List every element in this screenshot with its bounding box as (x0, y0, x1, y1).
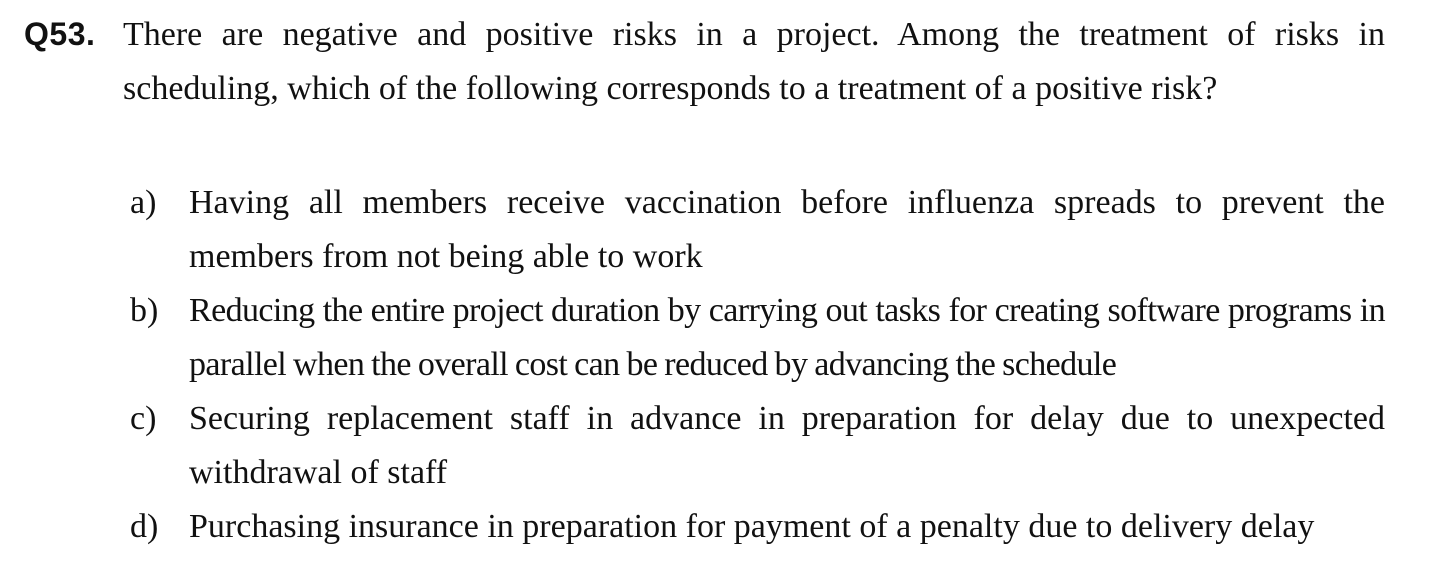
option-a[interactable]: a) Having all members receive vaccinatio… (0, 176, 1450, 284)
option-a-letter: a) (130, 184, 157, 221)
question-text: There are negative and positive risks in… (123, 16, 1385, 107)
option-c-letter: c) (130, 400, 157, 437)
option-a-text: Having all members receive vaccination b… (189, 184, 1385, 275)
option-c[interactable]: c) Securing replacement staff in advance… (0, 392, 1450, 500)
option-d[interactable]: d) Purchasing insurance in preparation f… (0, 500, 1450, 554)
option-b-letter: b) (130, 292, 159, 329)
question-number: Q53. (24, 16, 96, 52)
answer-options: a) Having all members receive vaccinatio… (0, 176, 1450, 554)
option-c-text: Securing replacement staff in advance in… (189, 400, 1385, 491)
option-d-letter: d) (130, 508, 159, 545)
option-b[interactable]: b) Reducing the entire project duration … (0, 284, 1450, 392)
option-d-text: Purchasing insurance in preparation for … (189, 508, 1315, 545)
option-b-text: Reducing the entire project duration by … (189, 292, 1386, 383)
